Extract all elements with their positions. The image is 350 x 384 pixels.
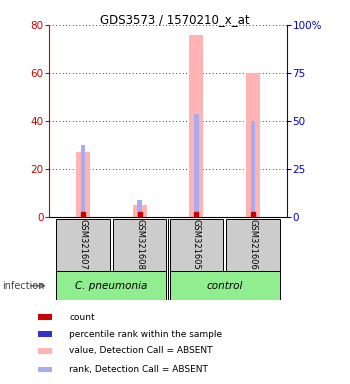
Bar: [138, 200, 142, 217]
Bar: [189, 35, 203, 217]
Bar: [38, 348, 52, 354]
Bar: [56, 219, 110, 271]
Text: GDS3573 / 1570210_x_at: GDS3573 / 1570210_x_at: [100, 13, 250, 26]
Text: control: control: [206, 281, 243, 291]
Text: GSM321608: GSM321608: [135, 219, 144, 270]
Bar: [170, 219, 223, 271]
Text: infection: infection: [2, 281, 44, 291]
Bar: [76, 152, 90, 217]
Bar: [251, 121, 255, 217]
Bar: [38, 331, 52, 337]
Text: GSM321605: GSM321605: [192, 219, 201, 270]
Text: C. pneumonia: C. pneumonia: [75, 281, 147, 291]
Bar: [38, 314, 52, 320]
Text: percentile rank within the sample: percentile rank within the sample: [69, 329, 223, 339]
Text: rank, Detection Call = ABSENT: rank, Detection Call = ABSENT: [69, 365, 208, 374]
Text: GSM321607: GSM321607: [78, 219, 88, 270]
Bar: [170, 271, 280, 300]
Bar: [246, 73, 260, 217]
Text: GSM321606: GSM321606: [248, 219, 258, 270]
Bar: [81, 145, 85, 217]
Bar: [38, 367, 52, 372]
Bar: [56, 271, 166, 300]
Text: value, Detection Call = ABSENT: value, Detection Call = ABSENT: [69, 346, 213, 356]
Bar: [133, 205, 147, 217]
Bar: [113, 219, 166, 271]
Text: count: count: [69, 313, 95, 322]
Bar: [194, 114, 198, 217]
Bar: [226, 219, 280, 271]
